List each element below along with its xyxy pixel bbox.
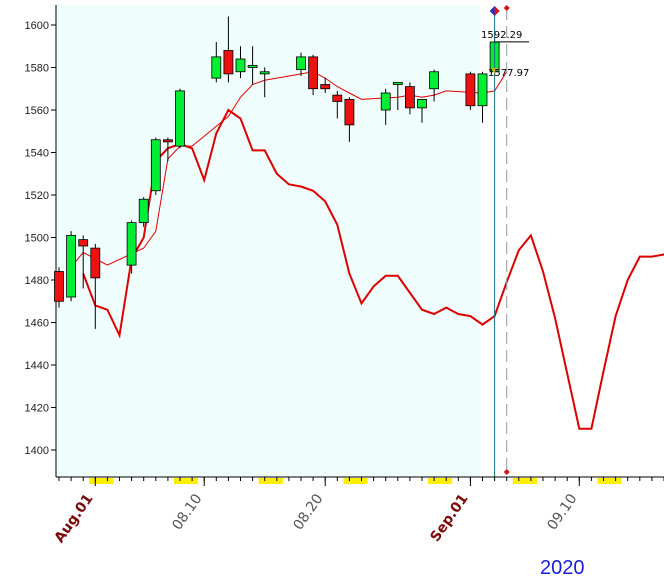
y-tick-label: 1580 [25,63,49,75]
candle-body [126,222,137,266]
y-tick-label: 1520 [25,190,49,202]
weekend-marker [174,478,199,484]
y-axis: 1400 1420 1440 1460 1480 1500 1520 1540 1560 1580… [25,5,57,477]
candle-body [308,56,319,90]
candle-body [320,84,331,90]
annotation-1592: 1592.29 [481,30,522,41]
y-tick-label: 1480 [25,275,49,287]
annotation-marker [490,67,499,74]
weekend-marker [512,478,537,484]
candle-body [429,71,440,90]
candle-body [332,94,343,102]
candle-body [404,86,415,109]
candle-body [150,139,161,192]
candle-body [90,247,101,279]
current-markers [489,5,529,477]
moving-average-series [70,71,508,268]
x-tick-label: 09.10 [544,491,580,533]
x-tick-label: 08.20 [290,491,326,533]
candle-body [296,56,306,71]
y-tick-label: 1400 [25,445,49,457]
moving-average-line [70,71,508,268]
weekend-marker [258,478,283,484]
year-label: 2020 [540,557,585,579]
candle-body [247,64,258,68]
weekend-marker [343,478,368,484]
y-tick-label: 1560 [25,105,49,117]
y-tick-label: 1600 [25,20,49,32]
candle-body [417,98,427,109]
current-diamond-right [494,6,500,16]
candle-body [235,58,246,73]
candle-body [78,239,89,247]
candle-body [392,81,403,85]
candle-body [465,73,476,107]
candle-body [344,98,355,126]
candle-body [477,73,488,107]
x-tick-label: Sep.01 [427,491,471,545]
candle-body [138,198,149,224]
candle-body [380,92,391,111]
weekend-marker [89,478,114,484]
plot-area [56,5,480,477]
candle-body [211,56,222,79]
weekend-marker [428,478,453,484]
y-tick-label: 1460 [25,318,49,330]
weekend-markers [89,478,622,484]
weekend-marker [597,478,622,484]
candle-body [223,50,234,75]
y-tick-label: 1540 [25,148,49,160]
forecast-diamond-bottom [503,469,510,475]
x-axis: Aug.01 08.10 08.20 Sep.01 09.10 [52,476,664,546]
candle-body [259,71,270,75]
x-tick-label: 08.10 [169,491,205,533]
y-tick-label: 1420 [25,403,49,415]
x-tick-label: Aug.01 [52,491,97,546]
candle-body [54,271,64,302]
candle-body [162,139,173,143]
candle-body [175,90,185,147]
y-tick-label: 1500 [25,233,49,245]
y-tick-label: 1440 [25,360,49,372]
candle-body [66,234,76,298]
annotation-1578: 1577.97 [488,68,529,79]
forecast-diamond-top [503,5,510,11]
